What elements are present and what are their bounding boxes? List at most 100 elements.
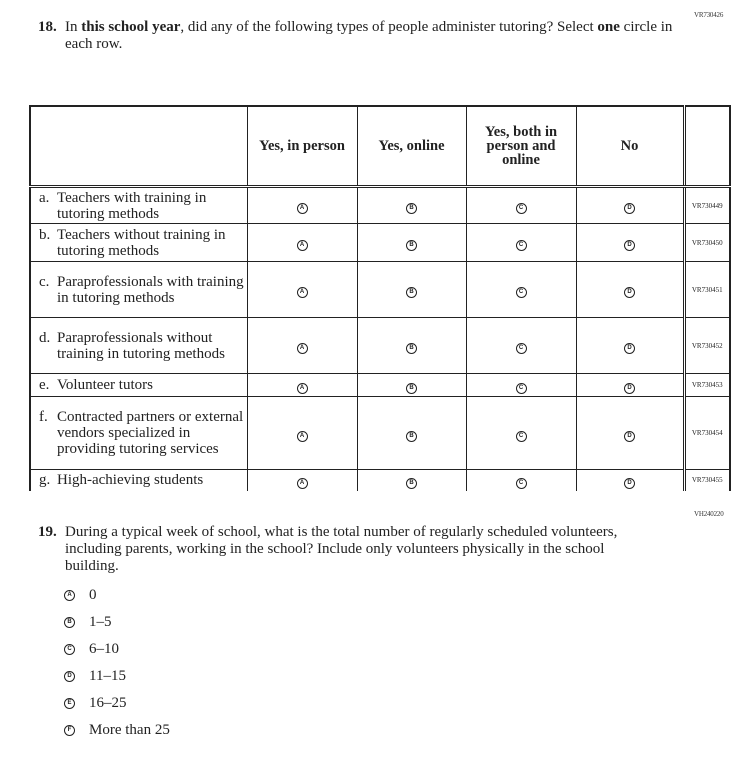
answer-bubble-c[interactable]: C <box>515 287 527 298</box>
answer-bubble-a[interactable]: A <box>296 203 308 214</box>
answer-bubble-c[interactable]: C <box>515 343 527 354</box>
option-cell: C <box>465 261 577 318</box>
answer-option[interactable]: C 6–10 <box>64 641 119 658</box>
option-cell: A <box>246 261 358 318</box>
table-row: a. Teachers with training in tutoring met… <box>29 186 731 224</box>
question-text: During a typical week of school, what is… <box>65 524 618 574</box>
option-cell: C <box>465 186 577 224</box>
option-label: 6–10 <box>89 641 119 657</box>
answer-bubble-d[interactable]: D <box>624 203 635 214</box>
row-label: f. Contracted partners or external vendor… <box>29 396 248 470</box>
option-cell: A <box>246 373 358 397</box>
header-online: Yes, online <box>356 105 467 188</box>
row-code: VR730453 <box>682 373 731 397</box>
answer-bubble-b[interactable]: B <box>406 382 417 394</box>
table-row: d. Paraprofessionals without training in … <box>29 317 731 374</box>
answer-bubble-c[interactable]: C <box>515 240 527 251</box>
option-cell: D <box>575 469 685 491</box>
answer-bubble-b[interactable]: B <box>406 287 417 298</box>
question-18: 18. In this school year, did any of the … <box>38 19 678 53</box>
answer-bubble-e[interactable]: E <box>64 698 75 709</box>
answer-bubble-b[interactable]: B <box>406 203 417 214</box>
question-number: 19. <box>38 524 57 540</box>
option-label: 11–15 <box>89 668 126 684</box>
answer-bubble-a[interactable]: A <box>296 382 308 394</box>
option-cell: D <box>575 261 685 318</box>
option-cell: C <box>465 317 577 374</box>
option-cell: A <box>246 223 358 262</box>
row-label: d. Paraprofessionals without training in … <box>29 317 248 374</box>
option-cell: C <box>465 373 577 397</box>
answer-bubble-b[interactable]: B <box>64 617 75 628</box>
answer-bubble-d[interactable]: D <box>624 343 635 354</box>
answer-option[interactable]: E 16–25 <box>64 695 127 712</box>
answer-bubble-b[interactable]: B <box>406 477 417 489</box>
question-code: VH240220 <box>694 510 724 518</box>
answer-bubble-c[interactable]: C <box>515 477 527 489</box>
answer-bubble-a[interactable]: A <box>296 430 308 442</box>
answer-bubble-a[interactable]: A <box>296 287 308 298</box>
header-both: Yes, both in person and online <box>465 105 577 188</box>
option-cell: B <box>356 186 467 224</box>
row-code: VR730450 <box>682 223 731 262</box>
row-code: VR730449 <box>682 186 731 224</box>
question-number: 18. <box>38 19 57 35</box>
option-cell: A <box>246 469 358 491</box>
option-label: 16–25 <box>89 695 127 711</box>
option-label: More than 25 <box>89 722 170 738</box>
answer-bubble-d[interactable]: D <box>624 287 635 298</box>
row-code: VR730451 <box>682 261 731 318</box>
answer-bubble-a[interactable]: A <box>64 590 75 601</box>
option-label: 0 <box>89 587 97 603</box>
option-cell: B <box>356 469 467 491</box>
answer-bubble-b[interactable]: B <box>406 343 417 354</box>
option-cell: B <box>356 373 467 397</box>
option-cell: B <box>356 317 467 374</box>
row-label: b. Teachers without training in tutoring … <box>29 223 248 262</box>
table-row: g. High-achieving students A B C D VR730455 <box>29 469 731 491</box>
answer-bubble-c[interactable]: C <box>515 430 527 442</box>
answer-bubble-d[interactable]: D <box>624 477 635 489</box>
header-no: No <box>575 105 685 188</box>
answer-option[interactable]: F More than 25 <box>64 722 170 739</box>
table-row: b. Teachers without training in tutoring … <box>29 223 731 262</box>
row-label: a. Teachers with training in tutoring met… <box>29 186 248 224</box>
row-label: g. High-achieving students <box>29 469 248 491</box>
answer-bubble-c[interactable]: C <box>515 203 527 214</box>
answer-bubble-b[interactable]: B <box>406 430 417 442</box>
answer-bubble-b[interactable]: B <box>406 240 417 251</box>
answer-option[interactable]: D 11–15 <box>64 668 126 685</box>
option-cell: B <box>356 223 467 262</box>
answer-bubble-c[interactable]: C <box>64 644 75 655</box>
question-code: VR730426 <box>694 11 724 19</box>
option-cell: C <box>465 223 577 262</box>
answer-bubble-d[interactable]: D <box>64 671 75 682</box>
answer-bubble-d[interactable]: D <box>624 430 635 442</box>
answer-option[interactable]: B 1–5 <box>64 614 112 631</box>
answer-bubble-f[interactable]: F <box>64 725 75 736</box>
table-row: f. Contracted partners or external vendor… <box>29 396 731 470</box>
answer-bubble-d[interactable]: D <box>624 240 635 251</box>
answer-bubble-c[interactable]: C <box>515 382 527 394</box>
answer-bubble-a[interactable]: A <box>296 343 308 354</box>
option-cell: B <box>356 396 467 470</box>
header-code <box>682 105 731 188</box>
option-cell: A <box>246 186 358 224</box>
row-code: VR730455 <box>682 469 731 491</box>
question-19: 19. During a typical week of school, wha… <box>38 524 678 575</box>
option-cell: C <box>465 469 577 491</box>
option-cell: A <box>246 396 358 470</box>
answer-bubble-a[interactable]: A <box>296 477 308 489</box>
answer-bubble-d[interactable]: D <box>624 382 635 394</box>
option-cell: B <box>356 261 467 318</box>
row-code: VR730454 <box>682 396 731 470</box>
option-cell: C <box>465 396 577 470</box>
option-cell: D <box>575 396 685 470</box>
option-cell: D <box>575 186 685 224</box>
table-row: e. Volunteer tutors A B C D VR730453 <box>29 373 731 397</box>
row-label: e. Volunteer tutors <box>29 373 248 397</box>
answer-bubble-a[interactable]: A <box>296 240 308 251</box>
tutoring-table: Yes, in person Yes, online Yes, both in … <box>29 105 731 491</box>
